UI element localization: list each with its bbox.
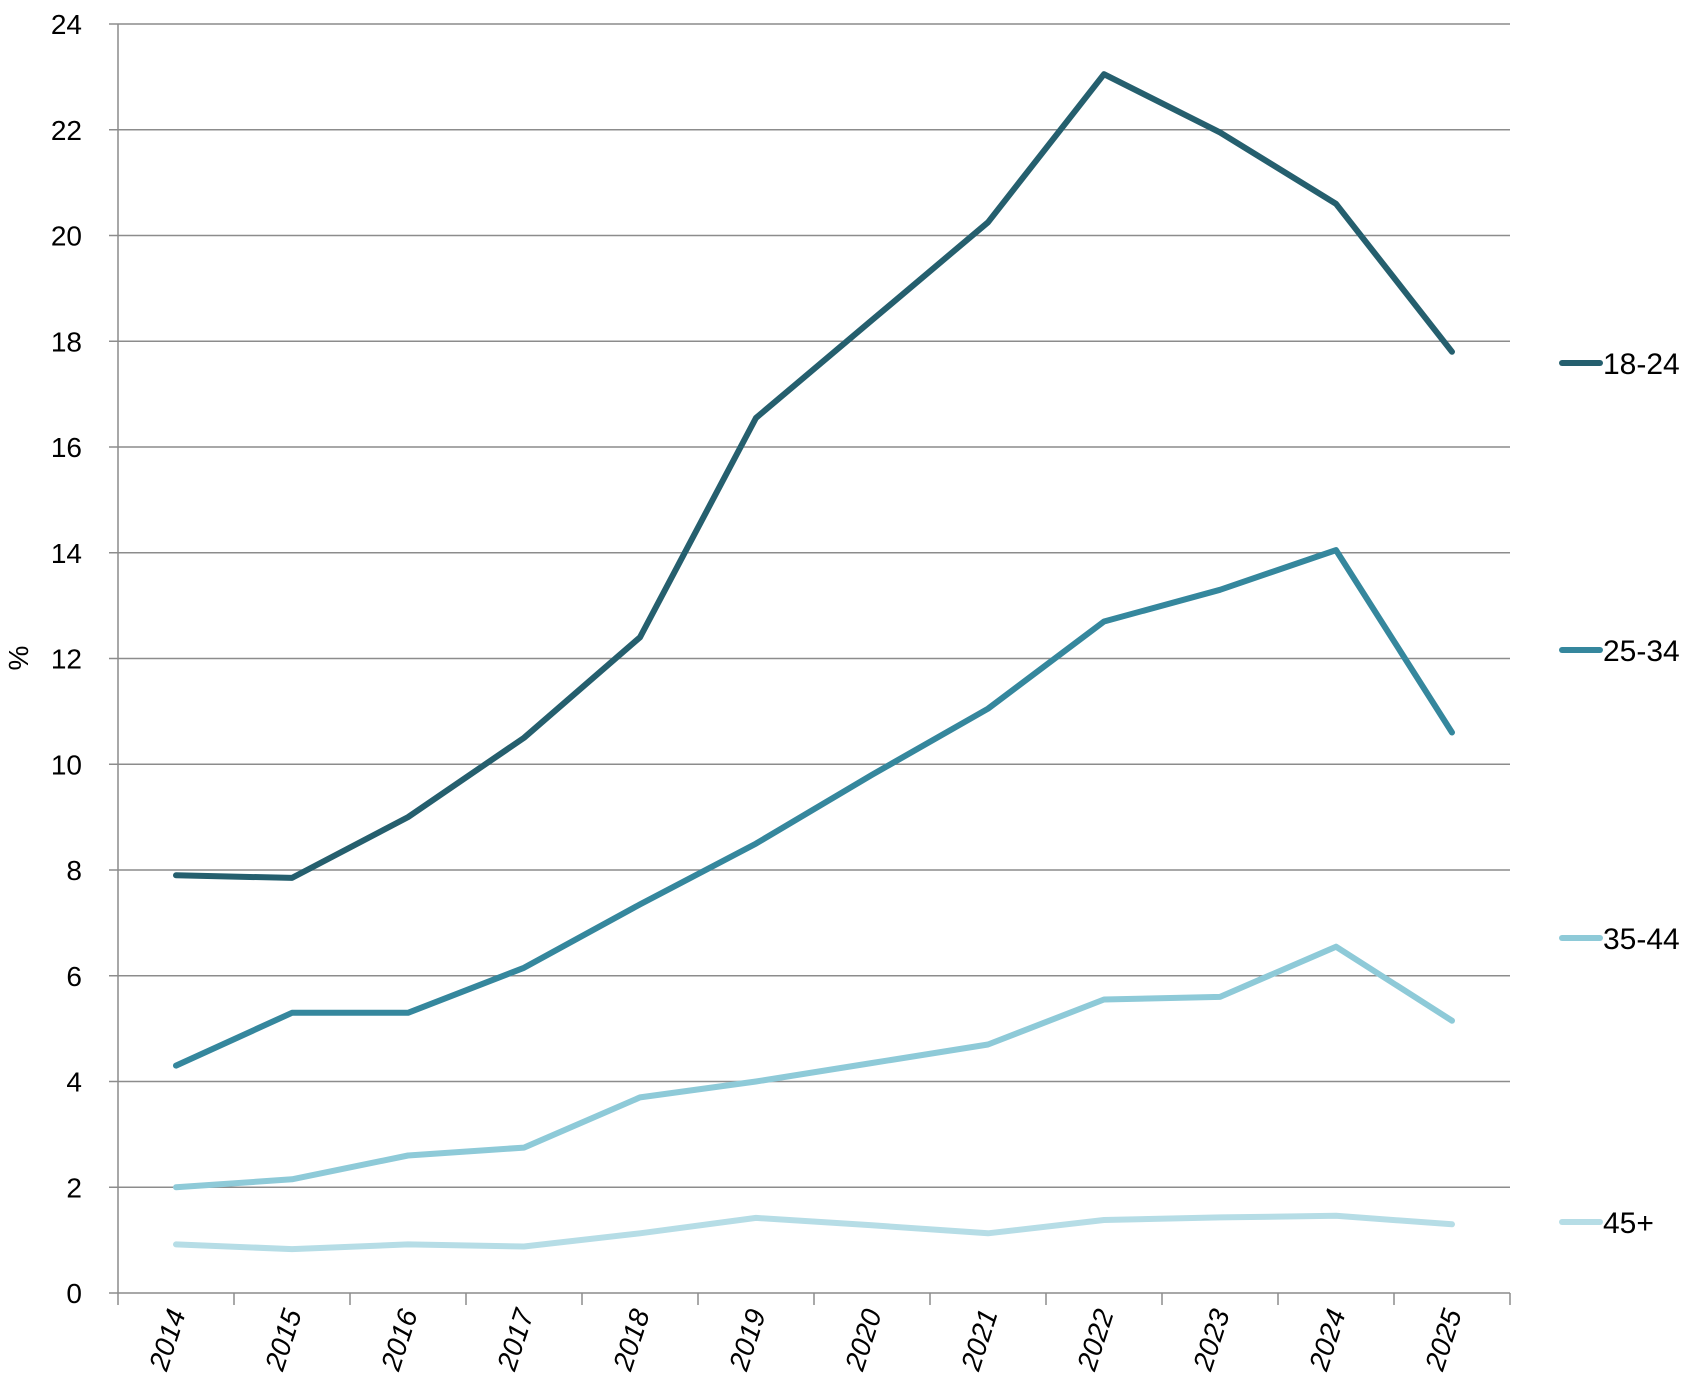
legend-label: 18-24: [1603, 348, 1680, 381]
series-line-35-44: [173, 943, 1455, 1191]
y-tick-label: 4: [66, 1067, 82, 1098]
x-tick-label: 2023: [1187, 1305, 1236, 1375]
x-tick-label: 2021: [955, 1305, 1004, 1375]
y-tick-label: 0: [66, 1278, 82, 1309]
series-line-25-34: [173, 547, 1455, 1069]
x-tick-label: 2016: [375, 1305, 424, 1375]
x-tick-label: 2018: [607, 1305, 656, 1375]
legend-label: 45+: [1603, 1207, 1654, 1240]
legend: 18-24 25-34 35-44 45+: [1559, 348, 1680, 1240]
x-tick-label: 2024: [1303, 1305, 1352, 1375]
y-tick-label: 16: [51, 432, 82, 463]
x-tick-label: 2025: [1419, 1305, 1468, 1375]
y-tick-label: 22: [51, 115, 82, 146]
legend-label: 25-34: [1603, 635, 1680, 668]
y-tick-label: 18: [51, 326, 82, 357]
x-tick-label: 2017: [491, 1304, 540, 1375]
x-tick-labels: 2014 2015 2016 2017 2018 2019 2020 2021 2022 2023…: [143, 1304, 1468, 1375]
y-tick-label: 10: [51, 749, 82, 780]
series-line-18-24: [173, 71, 1455, 881]
x-tick-label: 2014: [143, 1305, 192, 1375]
y-tick-label: 6: [66, 961, 82, 992]
y-tick-label: 14: [51, 538, 82, 569]
y-tick-label: 20: [51, 221, 82, 252]
axes: [109, 23, 1511, 1305]
gridlines: [118, 23, 1510, 1188]
series-line-45+: [173, 1212, 1455, 1253]
series-lines: [173, 71, 1455, 1253]
x-tick-label: 2020: [839, 1305, 888, 1375]
x-tick-label: 2015: [259, 1305, 308, 1375]
y-tick-label: 24: [51, 9, 82, 40]
y-tick-label: 2: [66, 1172, 82, 1203]
x-tick-label: 2022: [1071, 1305, 1120, 1375]
y-tick-label: 8: [66, 855, 82, 886]
x-tick-label: 2019: [723, 1305, 772, 1375]
legend-label: 35-44: [1603, 923, 1680, 956]
y-axis-title: %: [3, 646, 34, 671]
y-tick-label: 12: [51, 644, 82, 675]
